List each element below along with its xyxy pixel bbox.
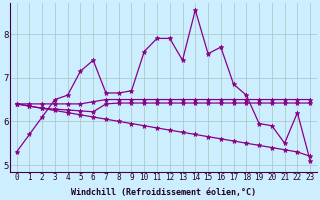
- X-axis label: Windchill (Refroidissement éolien,°C): Windchill (Refroidissement éolien,°C): [71, 188, 256, 197]
